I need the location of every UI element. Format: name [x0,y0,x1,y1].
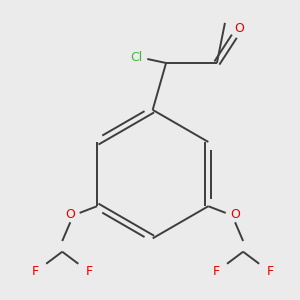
Text: F: F [213,265,220,278]
Text: O: O [65,208,75,221]
Text: O: O [230,208,240,221]
Text: F: F [85,265,93,278]
Text: O: O [235,22,244,35]
Text: F: F [32,265,39,278]
Text: Cl: Cl [130,51,143,64]
Text: F: F [266,265,273,278]
